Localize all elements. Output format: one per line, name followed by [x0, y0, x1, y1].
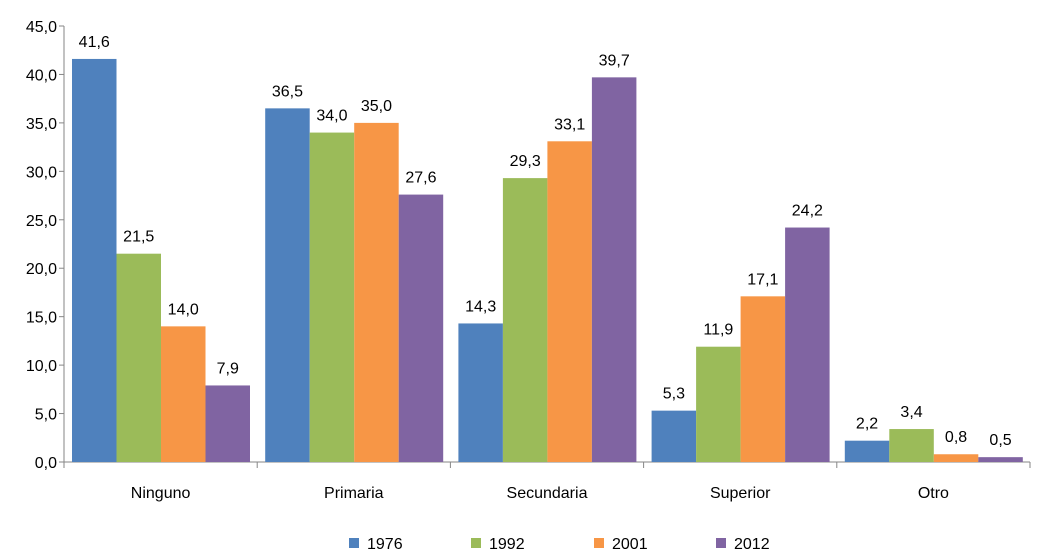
bar-1976-superior: [651, 410, 697, 462]
legend: 1976 1992 2001 2012: [349, 536, 770, 549]
bar-2001-secundaria: [547, 141, 592, 462]
data-label: 29,3: [510, 153, 541, 170]
bar-1976-ninguno: [72, 58, 117, 462]
legend-label: 1992: [489, 536, 525, 549]
data-label: 5,3: [663, 386, 685, 403]
bar-2001-otro: [933, 454, 979, 462]
data-label: 11,9: [703, 322, 733, 339]
category-label: Superior: [710, 485, 771, 502]
category-label: Otro: [918, 485, 949, 502]
bar-2012-otro: [978, 457, 1023, 462]
data-label: 41,6: [79, 34, 110, 51]
data-label: 2,2: [856, 416, 878, 433]
data-label: 34,0: [316, 108, 347, 125]
data-label: 24,2: [792, 203, 823, 220]
data-label: 0,8: [945, 429, 967, 446]
bar-1976-primaria: [265, 108, 310, 462]
bar-2012-secundaria: [591, 77, 637, 463]
data-label: 33,1: [554, 116, 585, 133]
data-label: 36,5: [272, 83, 303, 100]
legend-swatch-1992: [471, 538, 481, 548]
y-tick-label: 15,0: [26, 310, 57, 327]
legend-swatch-2001: [594, 538, 604, 548]
data-label: 27,6: [405, 170, 436, 187]
y-tick-label: 30,0: [26, 164, 57, 181]
data-label: 7,9: [217, 360, 239, 377]
data-label: 14,3: [465, 298, 496, 315]
y-tick-label: 20,0: [26, 261, 57, 278]
bar-1992-superior: [696, 346, 741, 462]
legend-swatch-1976: [349, 538, 359, 548]
bar-2012-superior: [785, 227, 830, 462]
bar-2012-ninguno: [205, 385, 250, 462]
bar-1992-ninguno: [116, 253, 161, 462]
data-label: 35,0: [361, 98, 392, 115]
y-tick-label: 25,0: [26, 213, 57, 230]
bar-1992-secundaria: [502, 178, 548, 463]
data-label: 0,5: [989, 432, 1011, 449]
y-tick-label: 5,0: [35, 407, 57, 424]
data-label: 14,0: [168, 301, 199, 318]
legend-label: 1976: [367, 536, 403, 549]
bar-2001-primaria: [354, 122, 399, 462]
bar-2001-ninguno: [161, 326, 206, 462]
y-tick-label: 35,0: [26, 116, 57, 133]
bar-1992-otro: [889, 429, 934, 462]
y-tick-label: 40,0: [26, 67, 57, 84]
legend-label: 2001: [612, 536, 648, 549]
y-tick-label: 10,0: [26, 358, 57, 375]
bar-1992-primaria: [309, 132, 355, 463]
data-label: 3,4: [900, 404, 922, 421]
bar-2001-superior: [740, 296, 786, 462]
bar-1976-otro: [844, 440, 890, 462]
y-tick-label: 0,0: [35, 455, 57, 472]
category-label: Ninguno: [131, 485, 191, 502]
data-label: 17,1: [747, 271, 778, 288]
data-label: 21,5: [123, 229, 154, 246]
legend-label: 2012: [734, 536, 770, 549]
x-axis: Ninguno Primaria Secundaria Superior Otro: [63, 461, 1031, 502]
y-axis: 0,0 5,0 10,0 15,0 20,0 25,0 30,0 35,0 40,0 45,0: [26, 19, 65, 472]
bar-2012-primaria: [398, 194, 444, 462]
legend-swatch-2012: [716, 538, 726, 548]
bar-1976-secundaria: [458, 323, 503, 462]
category-label: Secundaria: [507, 485, 588, 502]
y-tick-label: 45,0: [26, 19, 57, 36]
data-labels: 41,6 21,5 14,0 7,9 36,5 34,0 35,0 27,6 14,3 29,3 3…: [79, 34, 1012, 449]
category-label: Primaria: [324, 485, 384, 502]
bars: [72, 58, 1023, 463]
data-label: 39,7: [599, 52, 630, 69]
